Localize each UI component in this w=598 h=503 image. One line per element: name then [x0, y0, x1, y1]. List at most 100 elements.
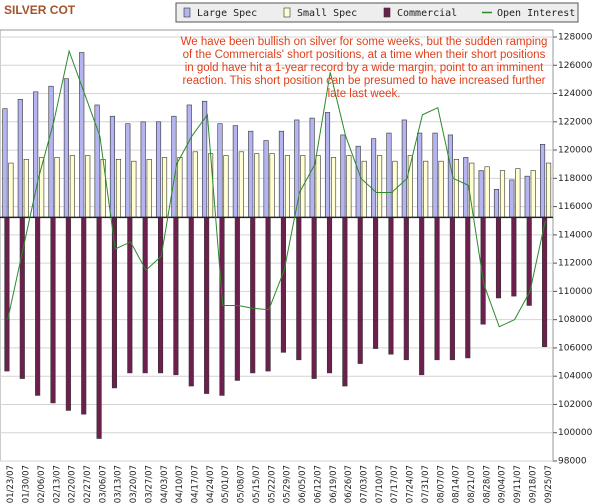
bar [223, 155, 229, 218]
open-interest-line [7, 49, 546, 328]
x-tick-label: 01/23/07 [6, 465, 16, 503]
bar [2, 108, 8, 218]
y2-tick-label: 108000 [558, 315, 593, 325]
bar [157, 217, 164, 374]
bar [311, 217, 317, 379]
bar [403, 217, 409, 361]
bar [484, 166, 490, 218]
x-tick-label: 04/10/07 [175, 465, 185, 503]
bar [127, 217, 133, 374]
x-tick-label: 08/21/07 [467, 465, 477, 503]
bar [284, 155, 290, 218]
bar [186, 104, 192, 218]
bar [515, 168, 521, 218]
x-tick-label: 09/11/07 [513, 465, 523, 503]
x-tick-label: 06/19/07 [329, 465, 339, 503]
bar [377, 155, 383, 218]
bar [35, 217, 41, 396]
x-tick-label: 05/01/07 [221, 465, 231, 503]
bar [546, 162, 552, 218]
bar [63, 78, 69, 218]
bar [438, 160, 444, 218]
bar [8, 162, 14, 218]
x-tick-label: 05/08/07 [237, 465, 247, 503]
bar [280, 217, 286, 353]
bar [449, 217, 455, 361]
x-tick-label: 07/31/07 [421, 465, 431, 503]
bar [432, 132, 438, 218]
x-tick-label: 08/28/07 [482, 465, 492, 503]
bar [65, 217, 71, 411]
bar [17, 99, 23, 218]
bar [238, 151, 244, 218]
bar [269, 153, 275, 218]
bar [315, 155, 321, 218]
x-tick-label: 06/12/07 [313, 465, 323, 503]
y2-tick-label: 98000 [558, 457, 587, 467]
bar [509, 179, 515, 218]
bar [530, 170, 536, 218]
x-tick-label: 05/22/07 [267, 465, 277, 503]
x-tick-label: 04/17/07 [191, 465, 201, 503]
x-tick-label: 02/13/07 [52, 465, 62, 503]
bar [19, 217, 25, 379]
legend-label: Commercial [397, 8, 457, 19]
x-tick-label: 03/06/07 [98, 465, 108, 503]
bar [217, 123, 223, 218]
x-tick-label: 04/24/07 [206, 465, 216, 503]
bar [171, 115, 177, 218]
bar [48, 85, 54, 218]
bar [434, 217, 440, 361]
bar [511, 217, 517, 297]
bar [524, 175, 530, 218]
bar [146, 159, 152, 218]
bar [540, 144, 546, 218]
bar [499, 170, 506, 218]
y2-tick-label: 120000 [558, 146, 593, 156]
bar [79, 52, 85, 218]
x-tick-label: 07/24/07 [406, 465, 416, 503]
x-tick-label: 02/20/07 [68, 465, 78, 503]
y2-tick-label: 126000 [558, 61, 593, 71]
bar [386, 132, 392, 218]
bar [447, 134, 453, 218]
legend-label: Large Spec [197, 8, 257, 19]
y2-tick-label: 116000 [558, 202, 593, 212]
bar [355, 145, 361, 218]
bar [23, 159, 29, 218]
bar [419, 217, 425, 376]
annotation: We have been bullish on silver for some … [180, 36, 548, 100]
y2-tick-label: 110000 [558, 287, 593, 297]
x-tick-label: 06/05/07 [298, 465, 308, 503]
x-tick-label: 07/03/07 [359, 465, 369, 503]
y2-tick-label: 104000 [558, 372, 593, 382]
bar [330, 157, 337, 218]
x-tick-label: 01/30/07 [22, 465, 32, 503]
bar [125, 123, 131, 218]
bar [340, 134, 346, 218]
bar [388, 217, 394, 355]
bar [465, 217, 471, 359]
bar [232, 125, 238, 218]
x-tick-label: 09/18/07 [528, 465, 538, 503]
bar [248, 130, 254, 218]
bar [478, 170, 484, 218]
legend-swatch [283, 7, 291, 18]
x-tick-label: 03/27/07 [144, 465, 154, 503]
bar [177, 157, 183, 218]
y2-tick-label: 100000 [558, 428, 593, 438]
x-tick-label: 03/13/07 [114, 465, 124, 503]
bar [326, 217, 333, 374]
x-tick-label: 02/27/07 [83, 465, 93, 503]
legend [175, 2, 579, 23]
bar [294, 119, 300, 218]
bar [463, 157, 469, 218]
bar [219, 217, 225, 396]
bar [96, 217, 102, 439]
bar [94, 104, 100, 218]
x-tick-label: 07/17/07 [390, 465, 400, 503]
bar [357, 217, 363, 364]
y2-tick-label: 112000 [558, 259, 593, 269]
